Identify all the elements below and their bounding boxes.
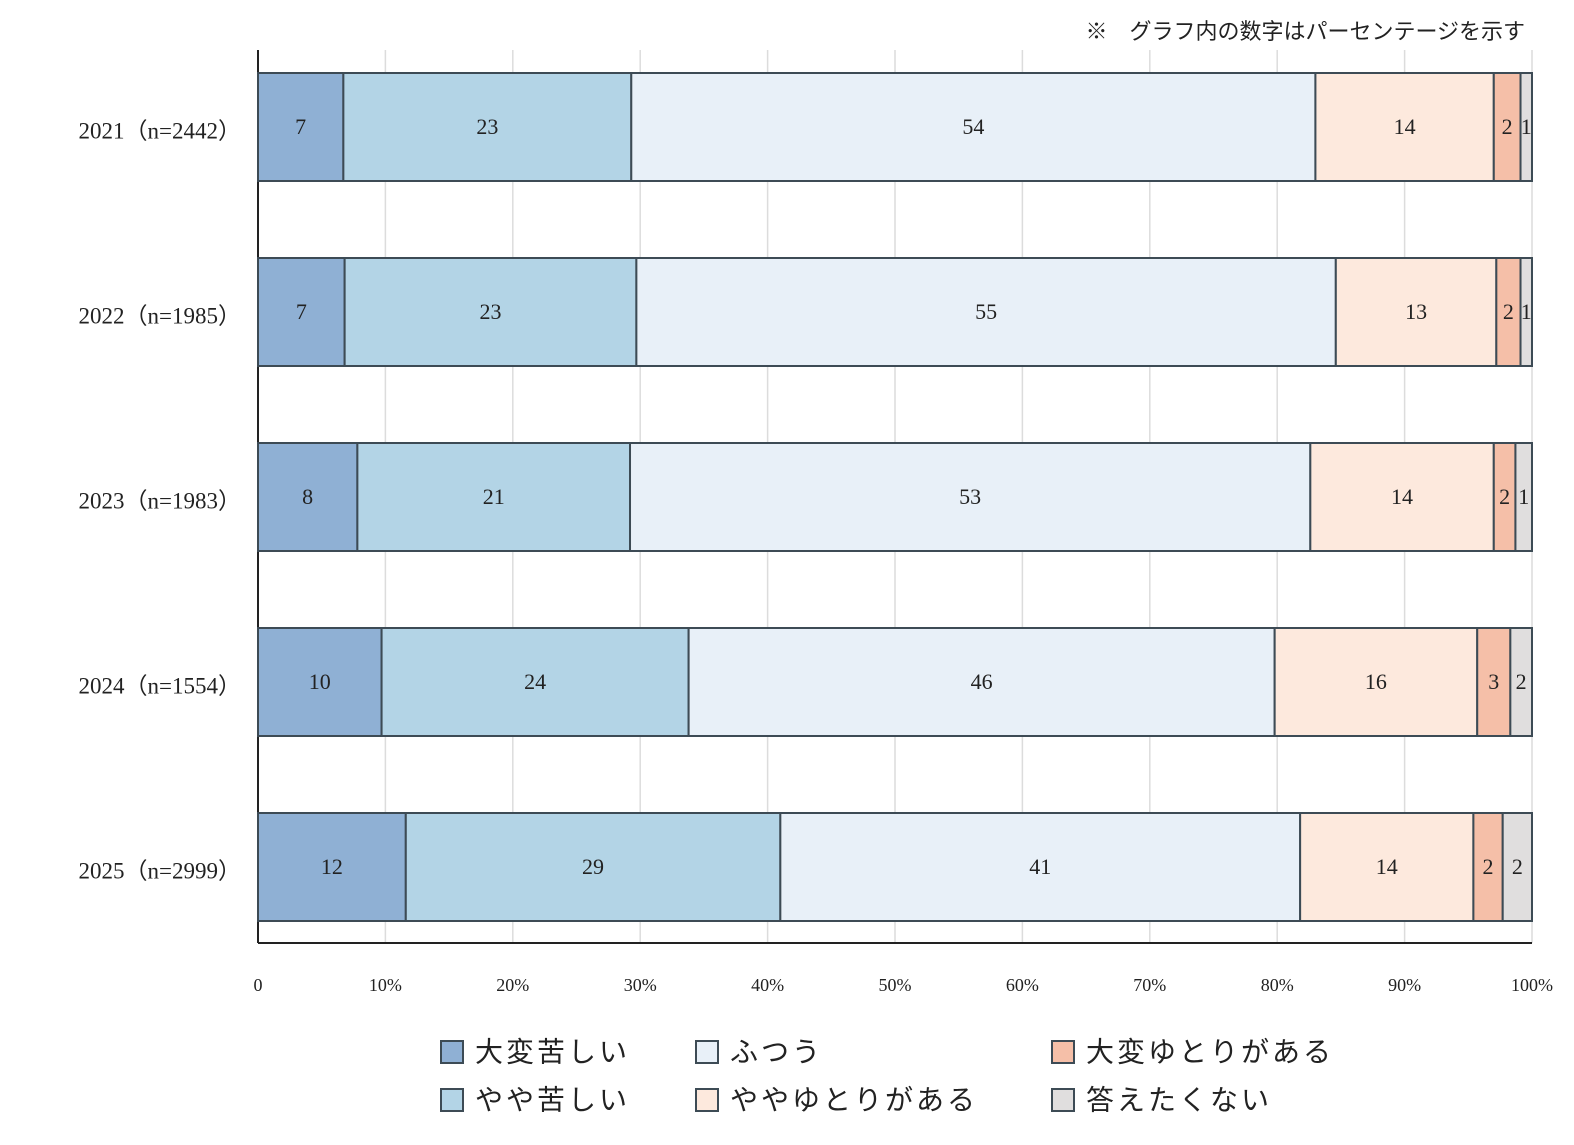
value-label: 2 bbox=[1499, 484, 1510, 509]
legend-label: やや苦しい bbox=[475, 1084, 630, 1116]
value-label: 21 bbox=[483, 484, 505, 509]
y-tick-label: 2022（n=1985） bbox=[79, 303, 241, 328]
value-label: 24 bbox=[524, 669, 546, 694]
value-label: 23 bbox=[480, 299, 502, 324]
bar-segment bbox=[779, 812, 1302, 922]
value-label: 1 bbox=[1518, 484, 1529, 509]
bar-segment bbox=[257, 812, 407, 922]
value-label: 2 bbox=[1502, 114, 1513, 139]
x-tick-label: 60% bbox=[1006, 975, 1039, 995]
bar-segment bbox=[1334, 257, 1498, 367]
legend-label: ややゆとりがある bbox=[730, 1084, 978, 1116]
legend-swatch bbox=[440, 1040, 464, 1064]
bar-segment bbox=[257, 627, 383, 737]
legend-label: 大変苦しい bbox=[475, 1036, 630, 1068]
bar-segment bbox=[404, 812, 782, 922]
legend-swatch bbox=[695, 1040, 719, 1064]
value-label: 8 bbox=[302, 484, 313, 509]
value-label: 53 bbox=[959, 484, 981, 509]
y-tick-label: 2025（n=2999） bbox=[79, 858, 241, 883]
x-tick-label: 90% bbox=[1388, 975, 1421, 995]
value-label: 46 bbox=[971, 669, 993, 694]
value-label: 14 bbox=[1394, 114, 1416, 139]
bar-segment bbox=[1476, 627, 1512, 737]
x-tick-label: 10% bbox=[369, 975, 402, 995]
bar-segment bbox=[1514, 442, 1533, 552]
value-label: 10 bbox=[309, 669, 331, 694]
legend-swatch bbox=[1051, 1040, 1075, 1064]
bar-segment bbox=[1492, 72, 1522, 182]
bar-segment bbox=[257, 442, 359, 552]
value-label: 2 bbox=[1512, 854, 1523, 879]
value-label: 1 bbox=[1521, 299, 1532, 324]
value-label: 1 bbox=[1521, 114, 1532, 139]
value-label: 14 bbox=[1391, 484, 1413, 509]
legend-label: 大変ゆとりがある bbox=[1086, 1036, 1334, 1068]
y-tick-label: 2024（n=1554） bbox=[79, 673, 241, 698]
bar-segment bbox=[380, 627, 690, 737]
bar-segment bbox=[1501, 812, 1533, 922]
bar-segment bbox=[1309, 442, 1495, 552]
legend-label: ふつう bbox=[730, 1037, 823, 1068]
value-label: 41 bbox=[1029, 854, 1051, 879]
bar-segment bbox=[1519, 72, 1534, 182]
x-tick-label: 30% bbox=[624, 975, 657, 995]
x-tick-label: 80% bbox=[1261, 975, 1294, 995]
x-tick-label: 20% bbox=[496, 975, 529, 995]
note: ※ グラフ内の数字はパーセンテージを示す bbox=[1085, 19, 1525, 44]
x-tick-label: 40% bbox=[751, 975, 784, 995]
bar-segment bbox=[257, 257, 346, 367]
bar-segment bbox=[1273, 627, 1479, 737]
bar-segment bbox=[1299, 812, 1475, 922]
bar-segment bbox=[1314, 72, 1495, 182]
value-label: 12 bbox=[321, 854, 343, 879]
legend-swatch bbox=[1051, 1088, 1075, 1112]
value-label: 23 bbox=[476, 114, 498, 139]
value-label: 3 bbox=[1488, 669, 1499, 694]
x-tick-label: 0 bbox=[254, 975, 263, 995]
x-tick-label: 50% bbox=[879, 975, 912, 995]
bar-segment bbox=[630, 72, 1317, 182]
y-tick-label: 2021（n=2442） bbox=[79, 118, 241, 143]
value-label: 14 bbox=[1376, 854, 1398, 879]
value-label: 7 bbox=[295, 114, 306, 139]
bar-segment bbox=[635, 257, 1337, 367]
x-tick-label: 70% bbox=[1133, 975, 1166, 995]
value-label: 29 bbox=[582, 854, 604, 879]
y-tick-label: 2023（n=1983） bbox=[79, 488, 241, 513]
value-label: 16 bbox=[1365, 669, 1387, 694]
value-label: 2 bbox=[1503, 299, 1514, 324]
legend-label: 答えたくない bbox=[1086, 1084, 1272, 1116]
bar-segment bbox=[629, 442, 1312, 552]
value-label: 2 bbox=[1516, 669, 1527, 694]
value-label: 7 bbox=[296, 299, 307, 324]
legend-swatch bbox=[440, 1088, 464, 1112]
value-label: 2 bbox=[1483, 854, 1494, 879]
value-label: 55 bbox=[975, 299, 997, 324]
x-tick-label: 100% bbox=[1511, 975, 1553, 995]
bar-segment bbox=[1509, 627, 1534, 737]
value-label: 13 bbox=[1405, 299, 1427, 324]
bar-segment bbox=[343, 257, 638, 367]
bar-segment bbox=[356, 442, 632, 552]
bar-segment bbox=[342, 72, 633, 182]
bar-segment bbox=[1495, 257, 1522, 367]
legend-swatch bbox=[695, 1088, 719, 1112]
bar-segment bbox=[687, 627, 1276, 737]
value-label: 54 bbox=[962, 114, 984, 139]
bar-segment bbox=[1519, 257, 1534, 367]
